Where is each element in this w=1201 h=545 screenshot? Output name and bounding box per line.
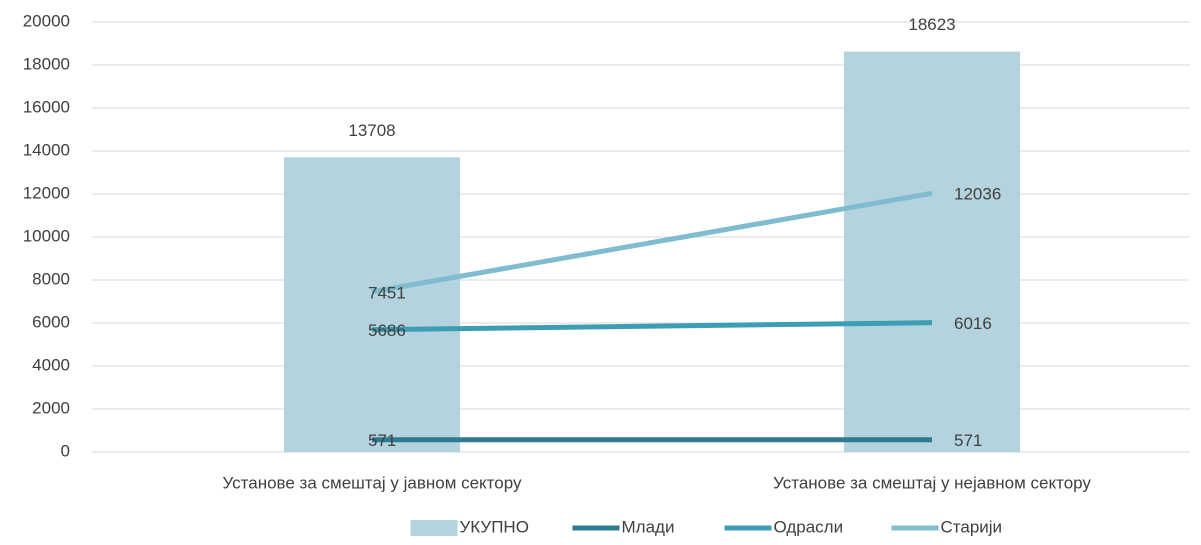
y-tick-label: 16000 <box>23 97 70 116</box>
y-tick-label: 2000 <box>32 398 70 417</box>
bar <box>284 157 460 452</box>
data-label: 5686 <box>368 321 406 340</box>
y-tick-label: 14000 <box>23 140 70 159</box>
legend-label: УКУПНО <box>460 517 529 536</box>
x-tick-label: Установе за смештај у јавном сектору <box>222 473 522 492</box>
x-tick-label: Установе за смештај у нејавном сектору <box>773 473 1091 492</box>
legend-swatch <box>410 520 458 536</box>
y-tick-label: 18000 <box>23 54 70 73</box>
y-tick-label: 4000 <box>32 355 70 374</box>
legend-label: Млади <box>622 517 675 536</box>
data-label: 571 <box>368 431 396 450</box>
data-label: 12036 <box>954 185 1001 204</box>
data-label: 6016 <box>954 314 992 333</box>
legend-label: Одрасли <box>774 517 844 536</box>
y-tick-label: 12000 <box>23 183 70 202</box>
data-label: 13708 <box>348 121 395 140</box>
data-label: 571 <box>954 431 982 450</box>
legend-label: Старији <box>941 517 1003 536</box>
y-tick-label: 10000 <box>23 226 70 245</box>
y-tick-label: 0 <box>61 441 70 460</box>
y-tick-label: 6000 <box>32 312 70 331</box>
line <box>371 320 933 333</box>
line <box>371 190 933 295</box>
bar <box>844 51 1020 452</box>
y-tick-label: 20000 <box>23 11 70 30</box>
data-label: 7451 <box>368 283 406 302</box>
y-tick-label: 8000 <box>32 269 70 288</box>
data-label: 18623 <box>908 15 955 34</box>
